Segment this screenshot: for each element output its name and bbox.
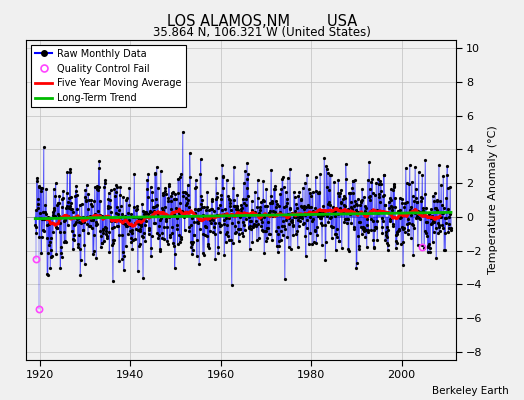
Text: Berkeley Earth: Berkeley Earth	[432, 386, 508, 396]
Text: LOS ALAMOS,NM        USA: LOS ALAMOS,NM USA	[167, 14, 357, 29]
Legend: Raw Monthly Data, Quality Control Fail, Five Year Moving Average, Long-Term Tren: Raw Monthly Data, Quality Control Fail, …	[31, 45, 185, 107]
Y-axis label: Temperature Anomaly (°C): Temperature Anomaly (°C)	[488, 126, 498, 274]
Text: 35.864 N, 106.321 W (United States): 35.864 N, 106.321 W (United States)	[153, 26, 371, 39]
